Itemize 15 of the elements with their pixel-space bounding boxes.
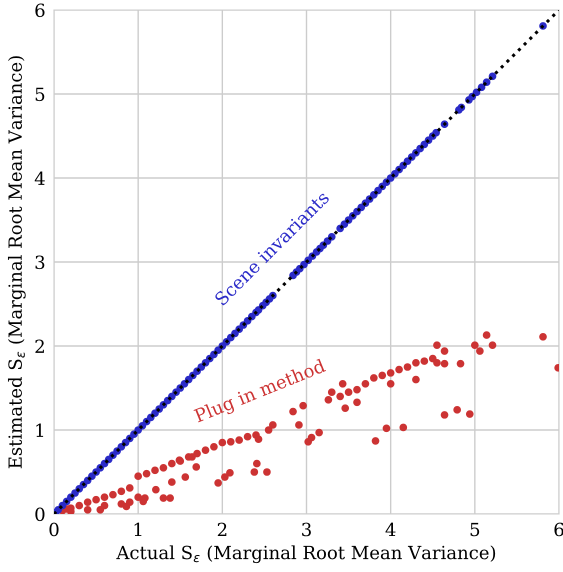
- x-tick-label: 3: [302, 522, 311, 536]
- x-tick-label: 2: [218, 522, 226, 536]
- y-tick-label: 3: [36, 255, 44, 270]
- y-axis-title: Estimated S$_{ε}$ (Marginal Root Mean Variance): [8, 56, 26, 468]
- x-axis-title: Actual S$_{ε}$ (Marginal Root Mean Variance): [116, 545, 496, 564]
- x-tick-label: 1: [134, 522, 142, 536]
- y-tick-label: 1: [36, 423, 44, 437]
- x-tick-label: 4: [385, 522, 396, 536]
- y-tick-label: 6: [35, 3, 45, 18]
- y-tick-label: 4: [34, 171, 45, 185]
- x-tick-label: 5: [470, 522, 480, 536]
- y-tick-label: 2: [35, 339, 44, 353]
- y-tick-label: 5: [36, 88, 44, 102]
- x-tick-label: 0: [49, 522, 59, 536]
- y-tick-label: 0: [35, 507, 44, 522]
